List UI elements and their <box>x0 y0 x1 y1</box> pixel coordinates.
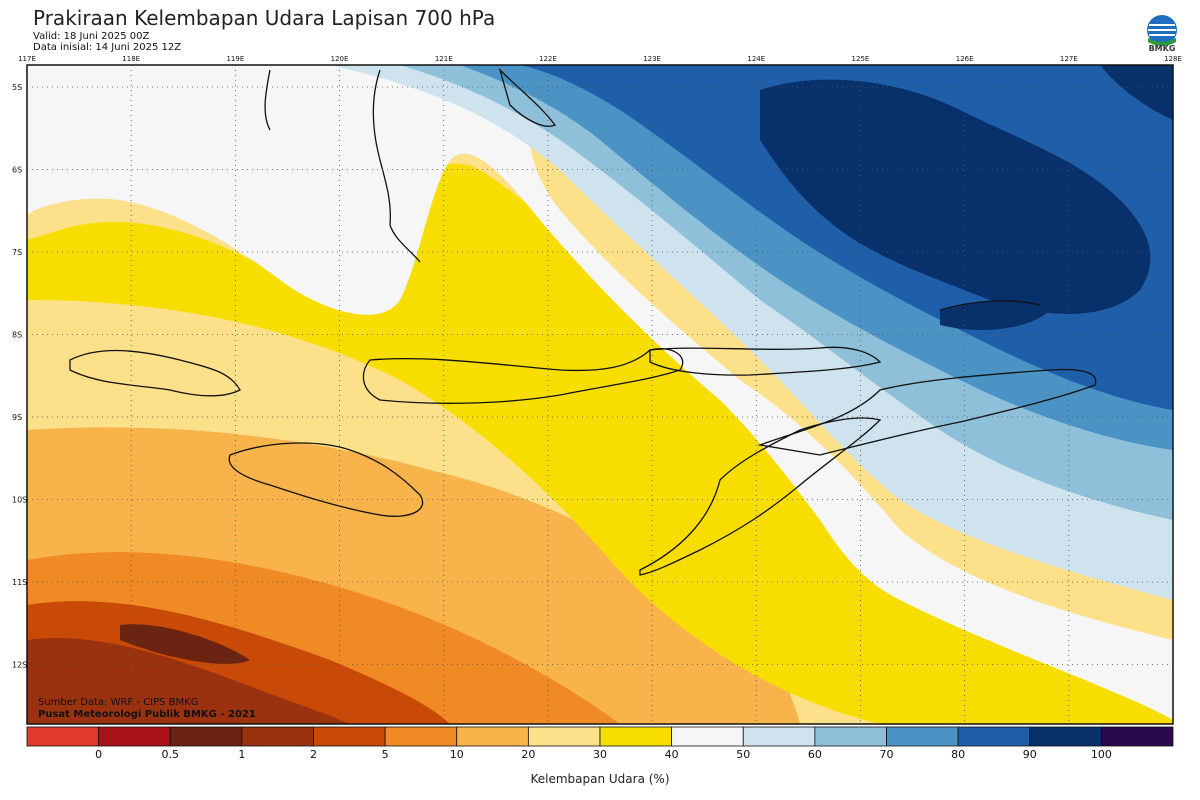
latitude-label: 10S <box>12 496 27 505</box>
humidity-zone-white <box>27 65 1173 720</box>
longitude-label: 119E <box>226 55 244 63</box>
colorbar-swatch <box>1100 726 1174 747</box>
humidity-zone-navy3 <box>1100 65 1173 120</box>
coastlines <box>69 67 1097 576</box>
latitude-label: 5S <box>12 83 22 92</box>
colorbar-tick-label: 30 <box>593 748 607 761</box>
longitude-label: 117E <box>18 55 36 63</box>
colorbar-tick-label: 0.5 <box>161 748 180 761</box>
longitude-label: 121E <box>435 55 453 63</box>
colorbar-swatch <box>814 726 887 747</box>
colorbar <box>26 726 1174 747</box>
longitude-label: 124E <box>747 55 765 63</box>
colorbar-swatch <box>313 726 386 747</box>
longitude-labels: 117E 118E 119E 120E 121E 122E 123E 124E 125E 126E… <box>18 55 1182 63</box>
coastline-banda-islands <box>939 300 1041 311</box>
longitude-label: 126E <box>956 55 974 63</box>
latitude-label: 7S <box>12 248 22 257</box>
humidity-zone-navy <box>760 79 1151 314</box>
colorbar-tick-label: 40 <box>664 748 679 761</box>
coastline-wetar <box>757 368 1097 456</box>
longitude-label: 123E <box>643 55 661 63</box>
colorbar-swatch <box>599 726 673 747</box>
map-title: Prakiraan Kelembapan Udara Lapisan 700 h… <box>33 6 496 30</box>
coastline-flores <box>362 348 684 404</box>
data-source: Sumber Data: WRF - CIPS BMKG <box>38 697 199 708</box>
coastline-sumba <box>228 442 424 517</box>
publisher: Pusat Meteorologi Publik BMKG - 2021 <box>38 709 256 720</box>
humidity-zone-dbrown <box>120 624 250 664</box>
colorbar-swatch <box>742 726 816 747</box>
colorbar-tick-label: 10 <box>449 748 464 761</box>
coastline-sumbawa-lombok <box>69 349 241 397</box>
coastline-sulawesi-west <box>264 69 271 131</box>
colorbar-swatch <box>384 726 458 747</box>
colorbar-swatch <box>671 726 744 747</box>
bmkg-logo-text: BMKG <box>1148 44 1176 53</box>
longitude-label: 122E <box>539 55 557 63</box>
humidity-zone-brown <box>27 638 350 724</box>
colorbar-tick-label: 50 <box>736 748 751 761</box>
colorbar-tick-label: 60 <box>807 748 822 761</box>
latitude-label: 6S <box>12 166 22 175</box>
humidity-field <box>27 65 1173 724</box>
colorbar-tick-label: 70 <box>879 748 894 761</box>
colorbar-swatch <box>98 726 171 747</box>
colorbar-tick-label: 1 <box>238 748 246 761</box>
latitude-label: 11S <box>12 578 27 587</box>
map-frame <box>26 64 1174 725</box>
colorbar-swatch <box>527 726 601 747</box>
colorbar-swatch <box>456 726 529 747</box>
colorbar-tick-label: 2 <box>310 748 317 761</box>
latitude-label: 12S <box>12 661 27 670</box>
colorbar-swatch <box>957 726 1031 747</box>
coastline-timor <box>639 417 882 576</box>
bmkg-logo-icon <box>1147 15 1177 46</box>
colorbar-swatch <box>886 726 959 747</box>
colorbar-tick-label: 5 <box>381 748 389 761</box>
latitude-labels: 5S 6S 7S 8S 9S 10S 11S 12S <box>12 83 27 670</box>
valid-time: Valid: 18 Juni 2025 00Z <box>33 31 150 42</box>
longitude-label: 125E <box>852 55 870 63</box>
colorbar-swatch <box>169 726 243 747</box>
colorbar-tick-label: 90 <box>1022 748 1037 761</box>
longitude-label: 127E <box>1060 55 1078 63</box>
colorbar-title: Kelembapan Udara (%) <box>530 772 670 786</box>
coastline-sulawesi-south <box>372 69 421 263</box>
graticule <box>27 65 1173 724</box>
colorbar-swatch <box>241 726 314 747</box>
humidity-zone-navy2 <box>940 298 1050 330</box>
colorbar-swatch <box>1029 726 1102 747</box>
latitude-label: 8S <box>12 331 22 340</box>
longitude-label: 128E <box>1164 55 1182 63</box>
colorbar-tick-label: 80 <box>951 748 966 761</box>
longitude-label: 118E <box>122 55 140 63</box>
colorbar-tick-label: 20 <box>521 748 536 761</box>
colorbar-tick-label: 100 <box>1090 748 1112 761</box>
latitude-label: 9S <box>12 413 22 422</box>
colorbar-tick-label: 0 <box>95 748 103 761</box>
initial-time: Data inisial: 14 Juni 2025 12Z <box>33 42 182 53</box>
longitude-label: 120E <box>331 55 349 63</box>
coastline-alor <box>649 346 882 376</box>
colorbar-swatch <box>26 726 100 747</box>
